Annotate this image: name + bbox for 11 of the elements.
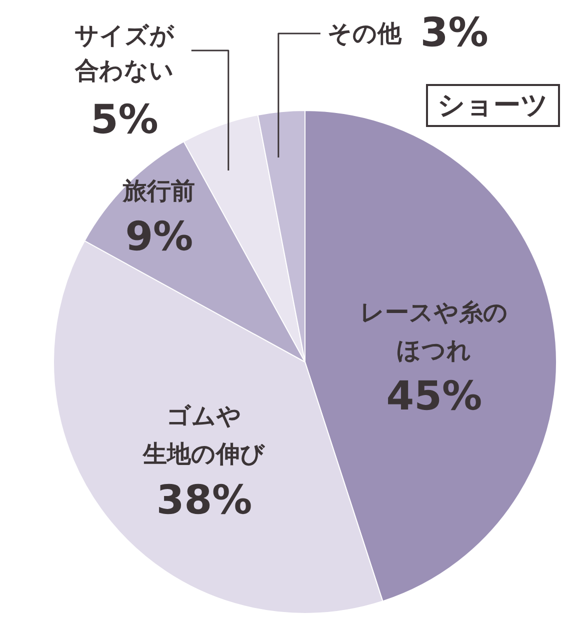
slice-label: 旅行前 (122, 176, 196, 205)
text: ショーツ (426, 84, 560, 127)
data-label: 5% (90, 96, 158, 143)
data-label: 3% (420, 10, 488, 56)
slice-label: その他 (327, 20, 402, 48)
slice-label: ゴムや生地の伸び (142, 402, 266, 468)
data-label: 38% (156, 477, 252, 524)
data-label: 45% (386, 373, 482, 420)
data-label: 9% (125, 214, 194, 260)
slice-label: サイズが合わない (74, 22, 174, 85)
slice-label: レースや糸のほつれ (360, 298, 508, 364)
